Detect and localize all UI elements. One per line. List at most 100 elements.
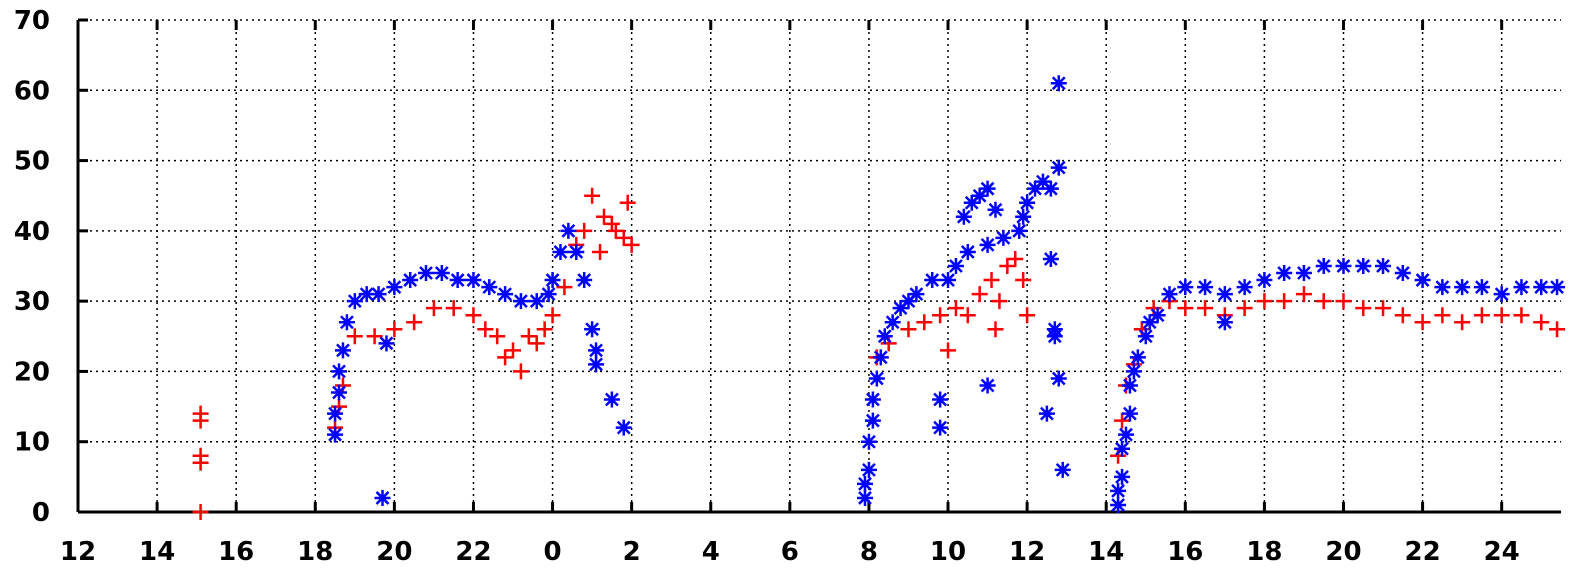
data-point	[999, 258, 1016, 274]
data-point	[497, 286, 514, 303]
data-point	[192, 454, 209, 471]
data-point	[1216, 314, 1233, 331]
data-point	[334, 377, 351, 394]
data-point	[1414, 314, 1431, 331]
data-point	[1145, 300, 1162, 317]
tick-labels: 12 14 16 18 20 22 0 2 4 6 8 10 12 14 16 18 20 22 240102030…	[14, 6, 1520, 567]
y-tick-label: 40	[14, 217, 50, 247]
data-point	[987, 201, 1004, 218]
data-point	[940, 272, 957, 289]
data-point	[1034, 173, 1051, 190]
data-point	[1434, 307, 1451, 324]
data-point	[595, 208, 612, 225]
data-point	[860, 433, 877, 450]
data-point	[932, 391, 949, 408]
data-point	[1434, 279, 1451, 296]
data-point	[576, 272, 593, 289]
data-point	[1315, 258, 1332, 274]
data-point	[864, 391, 881, 408]
data-point	[338, 314, 355, 331]
data-point	[1050, 370, 1067, 387]
data-point	[1513, 279, 1530, 296]
data-point	[959, 307, 976, 324]
data-point	[1177, 300, 1194, 317]
data-point	[334, 342, 351, 359]
data-point	[378, 335, 395, 352]
y-tick-label: 60	[14, 76, 50, 106]
data-point	[1011, 222, 1028, 239]
data-point	[1007, 250, 1024, 267]
data-point	[971, 286, 988, 303]
data-point	[512, 363, 529, 380]
data-point	[1050, 159, 1067, 176]
data-point	[1533, 314, 1550, 331]
data-point	[433, 265, 450, 282]
data-point	[1454, 314, 1471, 331]
data-point	[1129, 349, 1146, 366]
data-point	[603, 391, 620, 408]
data-point	[1549, 321, 1566, 338]
x-tick-label: 12	[1009, 537, 1045, 567]
series-1	[327, 75, 1566, 513]
data-point	[1197, 300, 1214, 317]
data-point	[386, 321, 403, 338]
x-tick-label: 24	[1484, 537, 1520, 567]
data-point	[979, 236, 996, 253]
data-point	[1038, 405, 1055, 422]
data-point	[880, 335, 897, 352]
data-point	[955, 208, 972, 225]
data-point	[418, 265, 435, 282]
data-point	[1161, 286, 1178, 303]
data-point	[1110, 482, 1127, 499]
data-point	[1042, 250, 1059, 267]
data-point	[1114, 440, 1131, 457]
y-tick-label: 30	[14, 287, 50, 317]
data-point	[327, 426, 344, 443]
data-point	[979, 377, 996, 394]
data-point	[327, 405, 344, 422]
data-point	[528, 293, 545, 310]
data-point	[1493, 307, 1510, 324]
data-point	[331, 384, 348, 401]
y-tick-label: 0	[32, 498, 50, 528]
x-tick-label: 16	[1167, 537, 1203, 567]
data-point	[465, 307, 482, 324]
x-tick-label: 8	[860, 537, 878, 567]
data-point	[1454, 279, 1471, 296]
data-point	[374, 489, 391, 506]
data-point	[1046, 328, 1063, 345]
data-point	[1141, 314, 1158, 331]
data-point	[1236, 279, 1253, 296]
data-point	[346, 293, 363, 310]
data-point	[876, 328, 893, 345]
data-point	[619, 194, 636, 211]
data-point	[607, 222, 624, 239]
data-point	[615, 419, 632, 436]
data-point	[892, 300, 909, 317]
data-point	[477, 321, 494, 338]
data-point	[1216, 286, 1233, 303]
data-point	[872, 349, 889, 366]
data-point	[1117, 426, 1134, 443]
data-point	[1335, 258, 1352, 274]
x-tick-label: 0	[544, 537, 562, 567]
data-point	[1533, 279, 1550, 296]
data-point	[908, 286, 925, 303]
data-point	[940, 342, 957, 359]
data-point	[1375, 258, 1392, 274]
data-point	[370, 286, 387, 303]
data-point	[963, 194, 980, 211]
x-tick-label: 22	[455, 537, 491, 567]
x-tick-label: 12	[60, 537, 96, 567]
data-point	[465, 272, 482, 289]
data-point	[1355, 258, 1372, 274]
data-point	[481, 279, 498, 296]
data-point	[1121, 377, 1138, 394]
data-point	[932, 307, 949, 324]
data-point	[1133, 321, 1150, 338]
data-point	[1256, 272, 1273, 289]
data-point	[1549, 279, 1566, 296]
data-point	[1137, 328, 1154, 345]
data-point	[552, 243, 569, 260]
